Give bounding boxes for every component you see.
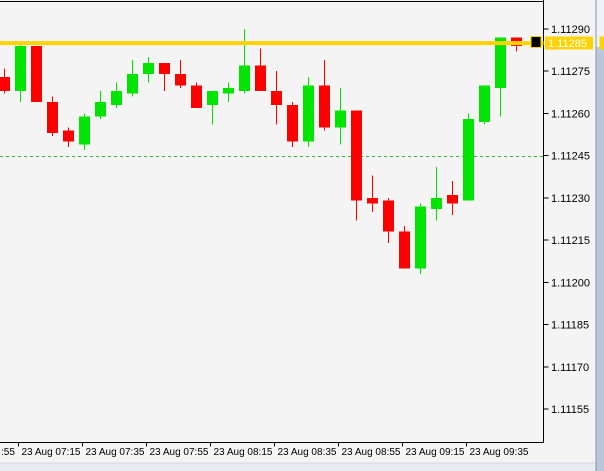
candle [447,181,458,215]
candle-body [383,200,394,232]
candle-body [175,74,186,86]
price-axis-label: 1.11275 [551,66,590,78]
price-axis-label: 1.11200 [551,277,590,289]
candle [79,113,90,151]
candle-body [255,65,266,91]
candle-body [63,130,74,142]
time-axis-label: 23 Aug 07:15 [22,447,81,458]
window-frame-right-edge [595,0,597,471]
candle [63,127,74,148]
candle-body [111,90,122,105]
candle [271,71,282,125]
candle-body [415,206,426,269]
candle [463,113,474,201]
time-axis-label: 23 Aug 08:15 [214,447,273,458]
candle [495,37,506,117]
candle [335,88,346,145]
candle [15,43,26,103]
candle [351,110,362,221]
candle [191,82,202,108]
candle-body [351,110,362,201]
time-axis-label: 23 Aug 08:35 [278,447,337,458]
candle-body [31,45,42,103]
candle [415,203,426,274]
time-axis-label: :55 [1,447,15,458]
time-axis-label: 23 Aug 07:35 [86,447,145,458]
candle-body [447,195,458,204]
candle-body [79,116,90,145]
candle-body [399,231,410,269]
candle-body [95,102,106,117]
hline-price-tag [545,36,593,50]
price-axis-label: 1.11170 [551,362,589,374]
candle-body [0,76,10,91]
candle-body [431,197,442,210]
candle [127,59,138,97]
candle [0,68,10,94]
candle-body [463,119,474,201]
candle [207,90,218,125]
time-axis-label: 23 Aug 08:55 [342,447,401,458]
time-axis-label: 23 Aug 09:35 [470,447,529,458]
candle [479,85,490,125]
price-axis-label: 1.11215 [551,235,590,247]
candle-body [15,45,26,91]
candle-body [159,62,170,75]
candle [367,175,378,212]
candle-body [47,102,58,134]
window-frame-right-top [596,0,604,47]
time-axis-label: 23 Aug 07:55 [150,447,209,458]
candle-body [303,85,314,142]
candle [303,76,314,148]
candle [287,102,298,148]
window-frame-bottom [0,463,596,471]
hline-price-tag-edge [599,36,604,50]
hline-drag-marker[interactable] [530,36,542,48]
candle [319,59,330,131]
candle-body [207,90,218,105]
price-axis-label: 1.11260 [551,108,590,120]
candle-body [239,65,250,91]
time-axis-label: 23 Aug 09:15 [406,447,465,458]
candle [175,59,186,89]
window-frame-bottom-edge [0,462,596,464]
candle [143,57,154,83]
candle-body [191,85,202,108]
candle [399,226,410,269]
candle [431,166,442,221]
candle [31,45,42,103]
price-axis-label: 1.11290 [551,24,590,36]
hline-price-tag-text: 1.11285 [548,38,587,50]
candle [239,29,250,94]
price-axis-label: 1.11230 [551,193,590,205]
price-axis-label: 1.11155 [551,404,589,416]
candle [223,82,234,103]
candle-body [335,110,346,128]
candle-body [271,90,282,105]
price-axis-label: 1.11245 [551,151,590,163]
candle-body [479,85,490,122]
candle-body [287,105,298,142]
candle-body [367,197,378,204]
window-frame-right [596,47,604,471]
candle-body [143,62,154,75]
candle [95,90,106,120]
candle [383,197,394,243]
candle [159,62,170,91]
candle [255,48,266,91]
candle-body [495,37,506,89]
price-axis-label: 1.11185 [551,320,589,332]
candle-body [319,85,330,128]
candle-body [223,88,234,94]
candle-body [127,74,138,94]
candle [47,96,58,136]
candle [111,82,122,108]
